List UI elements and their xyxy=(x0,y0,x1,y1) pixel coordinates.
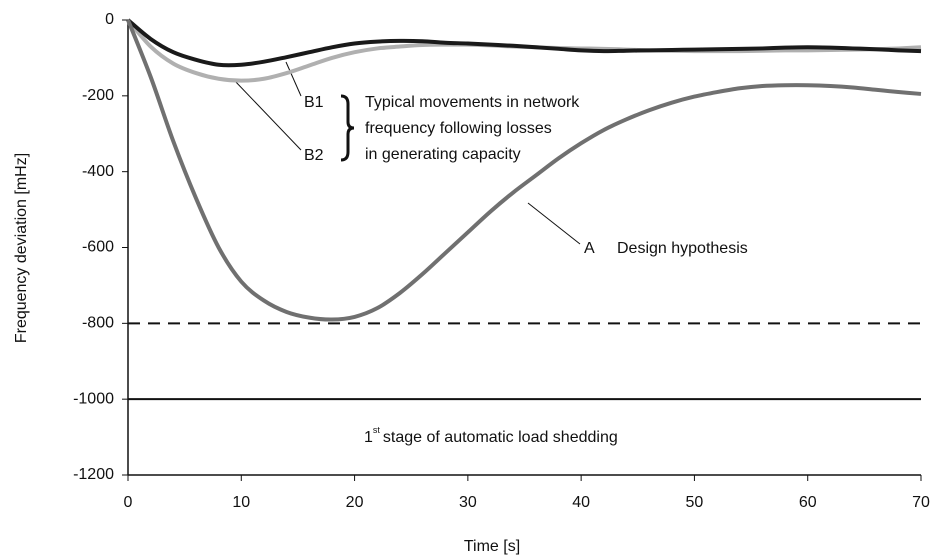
series-line xyxy=(126,18,922,68)
x-tick-label: 10 xyxy=(232,494,250,511)
leader-line xyxy=(527,202,581,245)
y-tick-label: -400 xyxy=(82,163,114,180)
y-tick-label: -1000 xyxy=(73,390,114,407)
x-tick-label: 30 xyxy=(459,494,477,511)
annotation: Design hypothesis xyxy=(617,240,748,257)
series-label: A xyxy=(584,240,595,257)
y-tick-label: -600 xyxy=(82,239,114,256)
annotation: Typical movements in network xyxy=(365,94,580,111)
leader-line xyxy=(285,61,302,97)
annotation-part: stage of automatic load shedding xyxy=(383,429,618,446)
x-tick-label: 40 xyxy=(572,494,590,511)
annotation: 1st stage of automatic load shedding xyxy=(364,425,618,446)
x-axis-label: Time [s] xyxy=(464,538,520,555)
series-line xyxy=(126,18,922,83)
y-axis-label: Frequency deviation [mHz] xyxy=(13,153,30,343)
y-tick-label: -1200 xyxy=(73,466,114,483)
series-label: B2 xyxy=(304,147,324,164)
annotation-part: 1 xyxy=(364,429,373,446)
x-tick-label: 70 xyxy=(912,494,930,511)
annotation: in generating capacity xyxy=(365,146,521,163)
y-tick-label: 0 xyxy=(105,11,114,28)
series-label: B1 xyxy=(304,94,324,111)
x-tick-label: 50 xyxy=(686,494,704,511)
y-tick-label: -200 xyxy=(82,87,114,104)
x-tick-label: 20 xyxy=(346,494,364,511)
x-tick-label: 60 xyxy=(799,494,817,511)
brace xyxy=(340,94,355,162)
leader-line xyxy=(233,79,302,151)
y-tick-label: -800 xyxy=(82,315,114,332)
series-line xyxy=(126,19,922,322)
annotation: frequency following losses xyxy=(365,120,552,137)
x-tick-label: 0 xyxy=(124,494,133,511)
annotation-part: st xyxy=(373,425,381,435)
